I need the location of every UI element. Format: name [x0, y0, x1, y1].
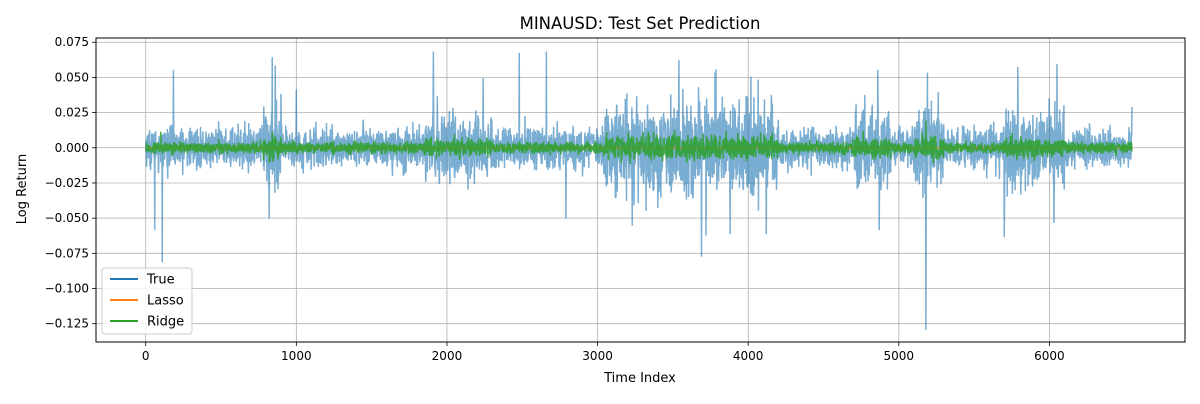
- y-tick-label: −0.050: [45, 211, 89, 225]
- x-tick-label: 4000: [733, 349, 764, 363]
- ticks-layer: 0 1000 2000 3000 4000 5000 6000 −0.125 −0.100 −0.…: [45, 35, 1065, 363]
- y-tick-label: 0.025: [55, 106, 89, 120]
- y-tick-label: −0.025: [45, 176, 89, 190]
- chart-title: MINAUSD: Test Set Prediction: [520, 14, 761, 33]
- y-tick-label: 0.075: [55, 35, 89, 49]
- legend-box: [101, 267, 193, 335]
- y-tick-label: −0.100: [45, 282, 89, 296]
- y-axis-label: Log Return: [15, 154, 30, 225]
- series-line-true: [144, 51, 1133, 331]
- y-tick-label: 0.000: [55, 141, 89, 155]
- x-tick-label: 3000: [582, 349, 613, 363]
- legend-label-lasso: Lasso: [147, 294, 184, 309]
- series-line-ridge: [145, 120, 1133, 165]
- y-tick-label: −0.125: [45, 317, 89, 331]
- x-tick-label: 6000: [1034, 349, 1065, 363]
- legend-label-ridge: Ridge: [147, 315, 184, 330]
- y-tick-label: −0.075: [45, 246, 89, 260]
- x-tick-label: 0: [142, 349, 150, 363]
- plot-frame: [95, 37, 1186, 343]
- y-tick-label: 0.050: [55, 70, 89, 84]
- series-layer: [144, 51, 1133, 331]
- x-tick-label: 5000: [884, 349, 915, 363]
- x-tick-label: 1000: [281, 349, 312, 363]
- x-tick-label: 2000: [432, 349, 463, 363]
- legend: True Lasso Ridge: [101, 267, 193, 335]
- legend-label-true: True: [146, 273, 175, 288]
- x-axis-label: Time Index: [603, 371, 676, 386]
